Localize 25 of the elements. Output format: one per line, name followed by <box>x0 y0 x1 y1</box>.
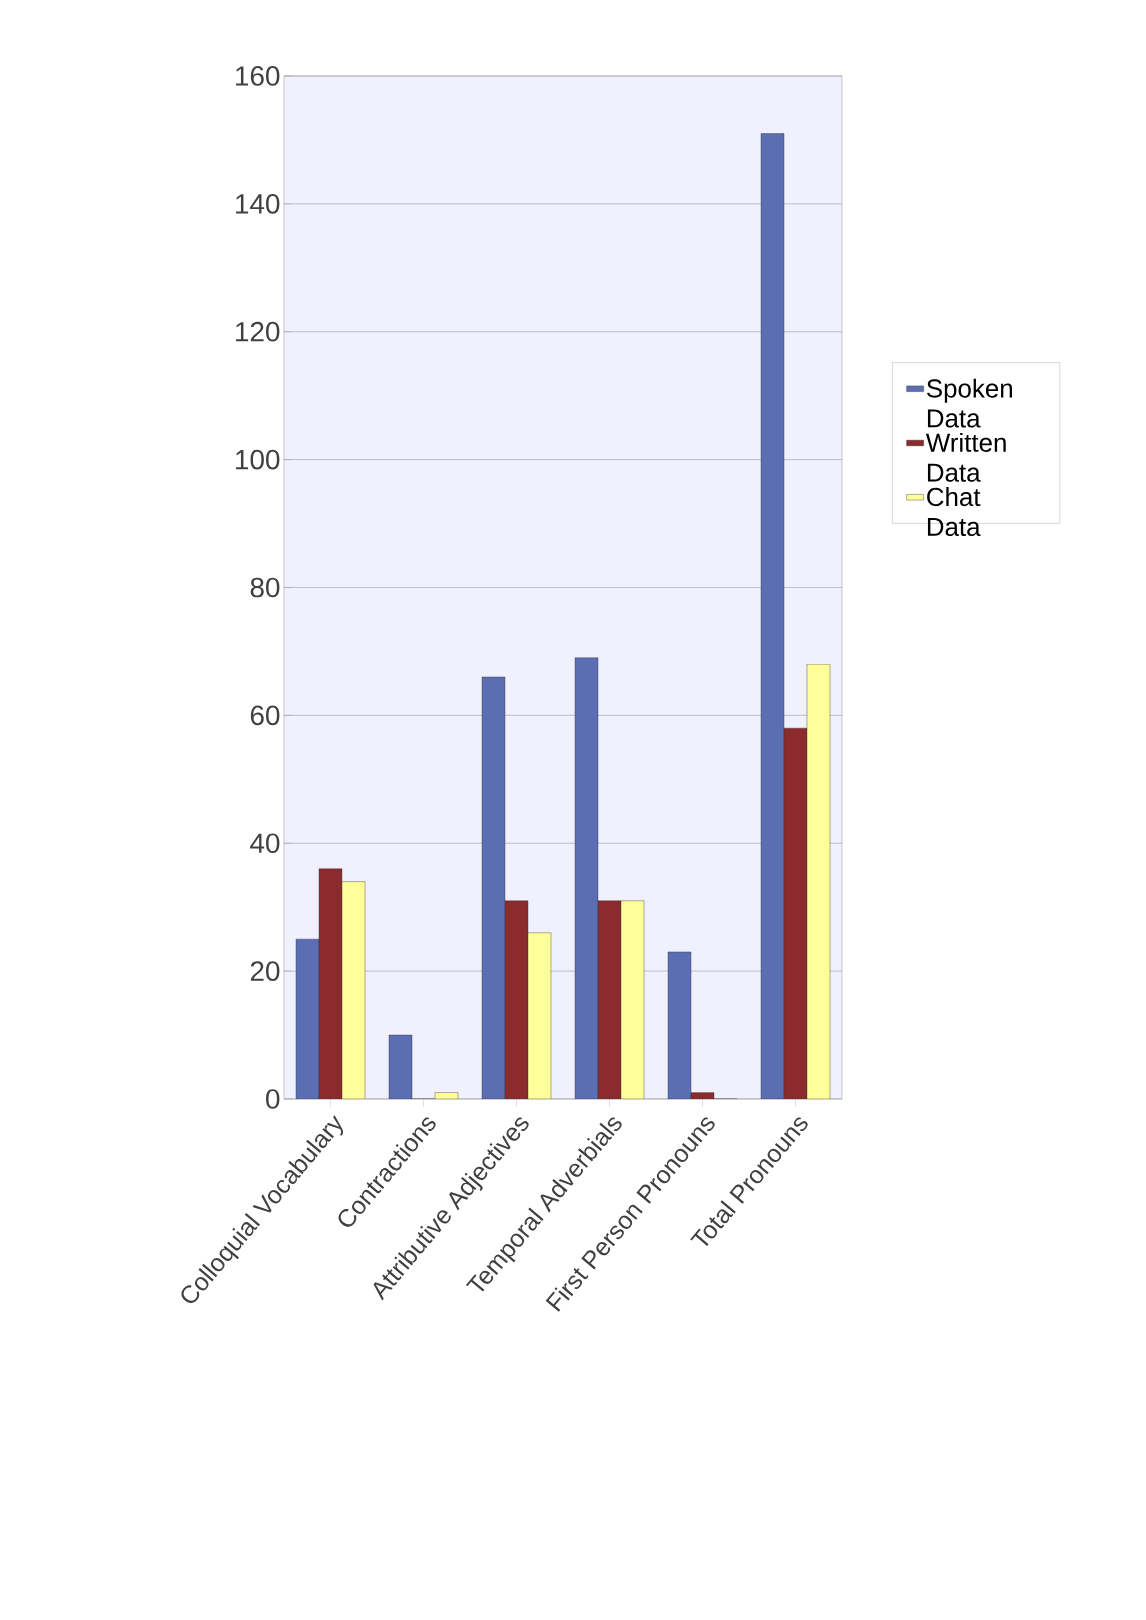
bar <box>668 951 692 1099</box>
bar <box>342 881 365 1099</box>
bar <box>621 900 645 1099</box>
bar <box>783 727 808 1099</box>
bar <box>575 657 598 1099</box>
y-tick-label: 40 <box>250 833 280 854</box>
legend-label: Chat Data <box>927 487 981 537</box>
y-tick-label: 140 <box>236 194 280 214</box>
y-tick-label: 20 <box>250 961 280 981</box>
bar <box>598 900 622 1099</box>
y-tick-label: 160 <box>236 66 280 86</box>
bar <box>482 677 505 1099</box>
bar <box>528 932 551 1099</box>
y-tick-label: 80 <box>250 577 280 598</box>
bar <box>806 664 831 1099</box>
bar <box>760 133 785 1099</box>
y-tick-label: 100 <box>236 449 280 470</box>
y-tick-label: 120 <box>236 321 280 342</box>
y-tick-label: 0 <box>266 1089 280 1109</box>
y-tick-label: 60 <box>250 705 280 726</box>
bar <box>296 939 319 1099</box>
legend-label: Written Data <box>925 432 1006 482</box>
bar <box>319 868 342 1099</box>
bar <box>505 900 528 1099</box>
legend-label: Spoken Data <box>927 378 1012 428</box>
